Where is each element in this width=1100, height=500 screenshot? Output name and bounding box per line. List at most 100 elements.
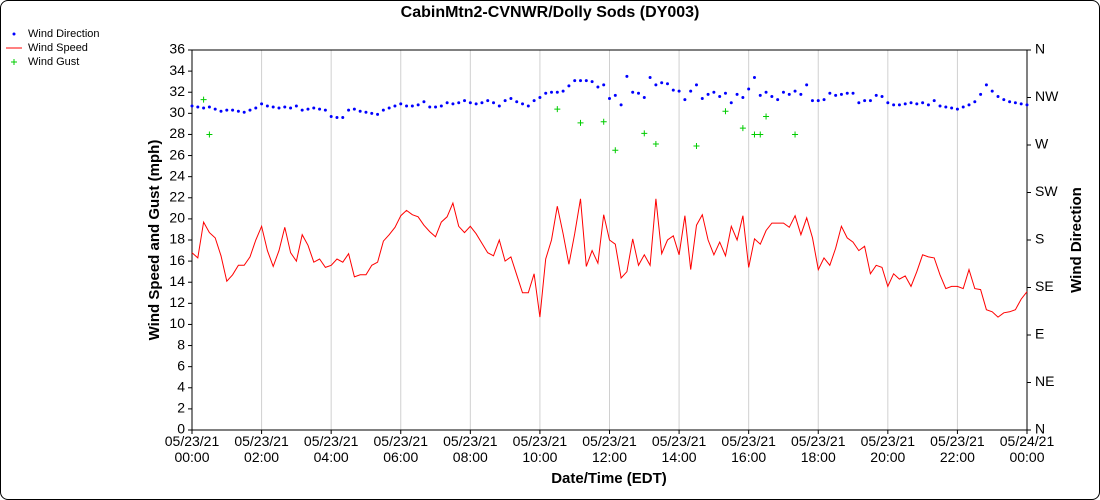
gust-marker: [757, 131, 764, 138]
gust-marker: [722, 108, 729, 115]
direction-marker: [897, 103, 901, 107]
direction-marker: [439, 104, 443, 108]
x-tick-label: 05/23/21 06:00: [373, 433, 429, 465]
direction-marker: [445, 101, 449, 105]
y-tick-label: 32: [169, 83, 185, 99]
direction-marker: [416, 103, 420, 107]
x-tick-label: 05/24/21 00:00: [999, 433, 1055, 465]
direction-marker: [515, 100, 519, 104]
direction-marker: [434, 105, 438, 109]
direction-marker: [648, 75, 652, 79]
direction-marker: [735, 92, 739, 96]
direction-marker: [892, 103, 896, 107]
direction-marker: [544, 91, 548, 95]
y-tick-label: 12: [169, 294, 185, 310]
speed-line: [191, 198, 1028, 318]
direction-marker: [671, 88, 675, 92]
gust-marker: [641, 130, 648, 137]
direction-marker: [254, 106, 258, 110]
direction-marker: [1002, 98, 1006, 102]
direction-marker: [231, 108, 235, 112]
direction-marker: [723, 91, 727, 95]
direction-marker: [567, 84, 571, 88]
direction-marker: [202, 106, 206, 110]
x-tick-label: 05/23/21 20:00: [860, 433, 916, 465]
direction-marker: [973, 100, 977, 104]
direction-marker: [712, 90, 716, 94]
direction-marker: [561, 89, 565, 93]
direction-marker: [921, 101, 925, 105]
gust-marker: [206, 131, 213, 138]
y-tick-label: 26: [169, 146, 185, 162]
direction-marker: [312, 106, 316, 110]
direction-marker: [816, 99, 820, 103]
direction-marker: [770, 94, 774, 98]
direction-marker: [683, 98, 687, 102]
direction-marker: [758, 93, 762, 97]
direction-marker: [851, 91, 855, 95]
x-tick-label: 05/23/21 14:00: [651, 433, 707, 465]
y2-tick-label: W: [1035, 136, 1049, 152]
direction-marker: [503, 99, 507, 103]
direction-marker: [636, 91, 640, 95]
direction-marker: [938, 104, 942, 108]
direction-marker: [300, 108, 304, 112]
gust-marker: [792, 131, 799, 138]
direction-marker: [915, 102, 919, 106]
direction-marker: [799, 92, 803, 96]
direction-marker: [950, 106, 954, 110]
direction-marker: [1013, 101, 1017, 105]
x-tick-label: 05/23/21 18:00: [791, 433, 846, 465]
gust-marker: [577, 119, 584, 126]
direction-marker: [689, 89, 693, 93]
direction-marker: [700, 97, 704, 101]
direction-marker: [654, 83, 658, 87]
x-tick-label: 05/23/21 22:00: [930, 433, 985, 465]
direction-marker: [619, 103, 623, 107]
gust-marker: [600, 118, 607, 125]
y-tick-label: 6: [177, 357, 185, 373]
y2-tick-label: N: [1035, 421, 1045, 437]
direction-marker: [532, 99, 536, 103]
direction-marker: [984, 83, 988, 87]
direction-marker: [1019, 102, 1023, 106]
y2-tick-label: S: [1035, 231, 1044, 247]
direction-marker: [1008, 100, 1012, 104]
direction-marker: [886, 101, 890, 105]
direction-marker: [283, 105, 287, 109]
direction-marker: [909, 101, 913, 105]
direction-marker: [376, 112, 380, 116]
direction-marker: [410, 104, 414, 108]
y-tick-label: 18: [169, 231, 185, 247]
x-tick-label: 05/23/21 00:00: [164, 433, 220, 465]
direction-marker: [555, 90, 559, 94]
gust-marker: [612, 147, 619, 154]
direction-marker: [625, 74, 629, 78]
y2-tick-label: SE: [1035, 278, 1054, 294]
direction-marker: [486, 99, 490, 103]
direction-marker: [822, 98, 826, 102]
direction-marker: [451, 102, 455, 106]
legend-label: Wind Speed: [28, 42, 88, 54]
direction-marker: [260, 102, 264, 106]
direction-marker: [979, 92, 983, 96]
direction-marker: [903, 102, 907, 106]
direction-marker: [213, 107, 217, 111]
direction-marker: [381, 108, 385, 112]
direction-marker: [967, 103, 971, 107]
direction-marker: [242, 110, 246, 114]
direction-marker: [926, 103, 930, 107]
direction-marker: [781, 90, 785, 94]
direction-marker: [428, 105, 432, 109]
direction-marker: [718, 94, 722, 98]
direction-marker: [677, 89, 681, 93]
direction-marker: [874, 93, 878, 97]
direction-marker: [474, 102, 478, 106]
direction-marker: [225, 108, 229, 112]
direction-marker: [834, 93, 838, 97]
direction-marker: [341, 116, 345, 120]
direction-marker: [955, 107, 959, 111]
x-tick-label: 05/23/21 12:00: [582, 433, 637, 465]
legend-label: Wind Gust: [28, 56, 79, 68]
direction-marker: [729, 101, 733, 105]
